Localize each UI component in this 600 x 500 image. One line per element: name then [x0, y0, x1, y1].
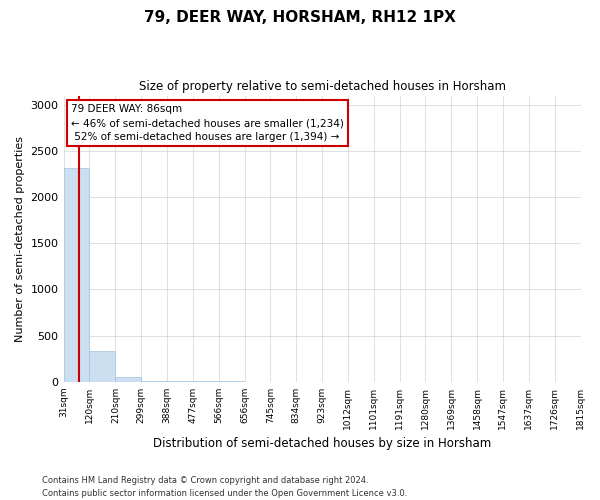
- Bar: [64, 168, 89, 382]
- Bar: [89, 351, 115, 382]
- Bar: [115, 377, 141, 382]
- Text: 79 DEER WAY: 86sqm
← 46% of semi-detached houses are smaller (1,234)
 52% of sem: 79 DEER WAY: 86sqm ← 46% of semi-detache…: [71, 104, 344, 142]
- Text: Contains HM Land Registry data © Crown copyright and database right 2024.
Contai: Contains HM Land Registry data © Crown c…: [42, 476, 407, 498]
- X-axis label: Distribution of semi-detached houses by size in Horsham: Distribution of semi-detached houses by …: [153, 437, 491, 450]
- Y-axis label: Number of semi-detached properties: Number of semi-detached properties: [15, 136, 25, 342]
- Text: 79, DEER WAY, HORSHAM, RH12 1PX: 79, DEER WAY, HORSHAM, RH12 1PX: [144, 10, 456, 25]
- Title: Size of property relative to semi-detached houses in Horsham: Size of property relative to semi-detach…: [139, 80, 506, 93]
